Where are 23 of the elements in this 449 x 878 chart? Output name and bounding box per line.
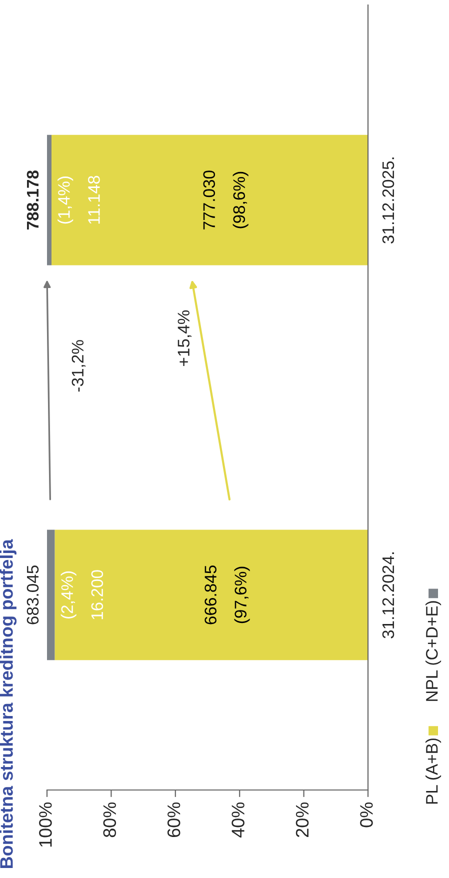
x-tick-label: 40% bbox=[232, 802, 244, 838]
text: Bonitetna struktura kreditnog portfelja bbox=[0, 539, 17, 868]
data-label: 777.030 (98,6%) bbox=[203, 170, 248, 230]
y-tick-label: 31.12.2024. bbox=[382, 552, 394, 638]
annotation: 683.045 bbox=[26, 566, 39, 624]
x-tick-label: 80% bbox=[103, 802, 116, 838]
x-tick-label: 0% bbox=[360, 802, 373, 828]
legend-label: PL (A+B) bbox=[426, 738, 442, 804]
bar bbox=[54, 530, 368, 660]
bar bbox=[47, 134, 52, 266]
bar bbox=[51, 134, 368, 266]
annotation: -31,2% bbox=[72, 340, 86, 392]
data-label: (1,4%) 11.148 bbox=[58, 176, 100, 224]
data-label: 666.845 (97,6%) bbox=[204, 566, 250, 624]
legend-label: NPL (C+D+E) bbox=[426, 601, 442, 701]
bar bbox=[47, 530, 55, 660]
y-tick-label: 31.12.2025. bbox=[382, 158, 394, 244]
x-tick-label: 100% bbox=[39, 802, 52, 847]
annotation: 788.178 bbox=[26, 170, 39, 230]
annotation: +15,4% bbox=[178, 310, 192, 366]
data-label: (2,4%) 16.200 bbox=[60, 570, 104, 620]
x-tick-label: 20% bbox=[296, 802, 309, 838]
x-tick-label: 60% bbox=[167, 802, 180, 838]
